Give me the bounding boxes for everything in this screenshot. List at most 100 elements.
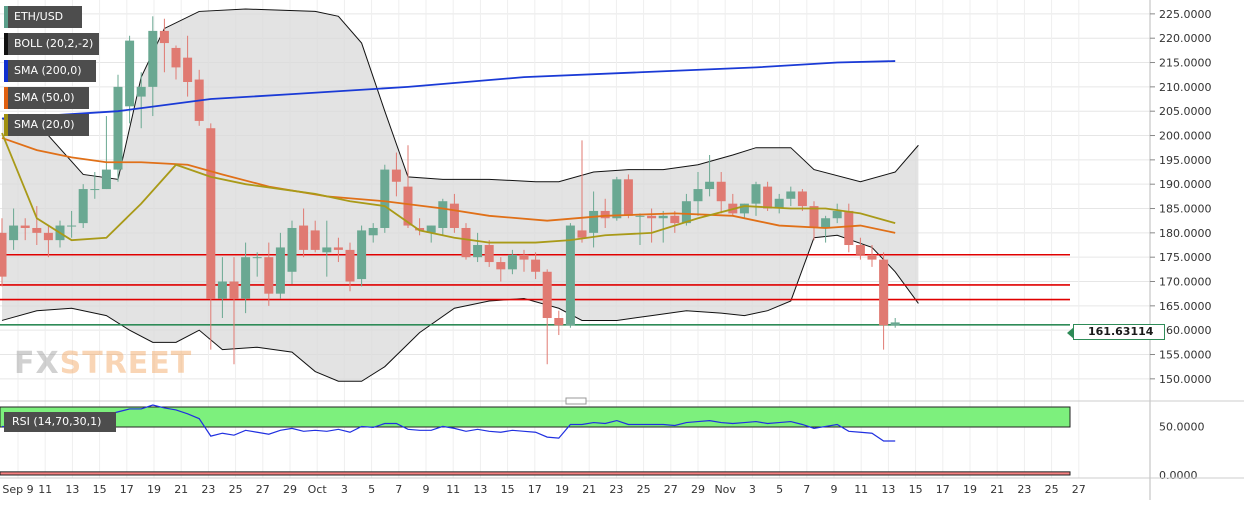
date-tick-label: 13 [881, 483, 895, 496]
candle-body [171, 47, 181, 68]
legend-item-sma20[interactable]: SMA (20,0) [4, 114, 89, 136]
date-tick-label: 21 [582, 483, 596, 496]
date-tick-label: 15 [909, 483, 923, 496]
legend-item-sma200[interactable]: SMA (200,0) [4, 60, 96, 82]
price-tick-label: 180.0000 [1159, 227, 1212, 240]
date-tick-label: 23 [1017, 483, 1031, 496]
candle-body [241, 257, 251, 299]
rsi-overbought-zone [0, 406, 1071, 428]
candle-body [600, 210, 610, 219]
date-tick-label: 11 [446, 483, 460, 496]
candle-body [403, 186, 413, 226]
candle-body [136, 86, 146, 97]
date-tick-label: 21 [990, 483, 1004, 496]
date-tick-label: 9 [423, 483, 430, 496]
candle-body [322, 247, 332, 253]
date-tick-label: Sep 9 [2, 483, 33, 496]
candle-body [763, 186, 773, 209]
candle-body [751, 184, 761, 204]
candle-body [612, 179, 622, 219]
candle-body [647, 215, 657, 219]
date-tick-label: 17 [528, 483, 542, 496]
date-tick-label: 27 [664, 483, 678, 496]
date-tick-label: 21 [174, 483, 188, 496]
candle-body [449, 203, 459, 228]
price-tick-label: 220.0000 [1159, 32, 1212, 45]
candle-body [786, 191, 796, 199]
legend-item-boll[interactable]: BOLL (20,2,-2) [4, 33, 99, 55]
candle-body [252, 257, 262, 259]
date-tick-label: 7 [395, 483, 402, 496]
price-tick-label: 150.0000 [1159, 373, 1212, 386]
price-tick-label: 175.0000 [1159, 251, 1212, 264]
candle-body [380, 169, 390, 228]
date-tick-label: 5 [368, 483, 375, 496]
date-tick-label: 25 [1045, 483, 1059, 496]
price-tick-label: 160.0000 [1159, 324, 1212, 337]
candle-body [658, 215, 668, 219]
candle-body [519, 254, 529, 260]
price-tick-label: 225.0000 [1159, 8, 1212, 21]
date-tick-label: 17 [936, 483, 950, 496]
candle-body [531, 259, 541, 272]
date-tick-label: 13 [473, 483, 487, 496]
candle-body [507, 254, 517, 270]
candle-body [438, 201, 448, 228]
price-tick-label: 215.0000 [1159, 57, 1212, 70]
candle-body [832, 210, 842, 219]
candle-body [461, 227, 471, 258]
date-tick-label: 5 [776, 483, 783, 496]
candle-body [774, 198, 784, 209]
price-tick-label: 205.0000 [1159, 105, 1212, 118]
candle-body [879, 259, 889, 326]
candle-body [739, 203, 749, 214]
bollinger-lower-line [1, 234, 919, 382]
legend-item-sma50[interactable]: SMA (50,0) [4, 87, 89, 109]
candle-body [299, 225, 309, 250]
date-tick-label: 27 [1072, 483, 1086, 496]
candle-body [890, 322, 900, 326]
date-tick-label: 3 [749, 483, 756, 496]
date-tick-label: 19 [963, 483, 977, 496]
candle-body [159, 30, 169, 44]
date-tick-label: 9 [831, 483, 838, 496]
candle-body [635, 215, 645, 217]
price-tick-label: 165.0000 [1159, 300, 1212, 313]
legend-item-ethusd[interactable]: ETH/USD [4, 6, 82, 28]
candle-body [368, 227, 378, 236]
candle-body [670, 215, 680, 224]
candle-body [426, 225, 436, 233]
price-tick-label: 185.0000 [1159, 203, 1212, 216]
date-tick-label: 19 [555, 483, 569, 496]
rsi-tick-label: 0.0000 [1159, 469, 1198, 482]
date-tick-label: 7 [803, 483, 810, 496]
date-tick-label: 19 [147, 483, 161, 496]
candle-body [9, 225, 19, 241]
candle-body [206, 128, 216, 299]
candle-body [542, 271, 552, 319]
rsi-legend-label[interactable]: RSI (14,70,30,1) [4, 412, 116, 432]
last-price-tag: 161.63114 [1067, 324, 1165, 340]
candle-body [681, 201, 691, 224]
candle-body [287, 227, 297, 272]
date-tick-label: 25 [637, 483, 651, 496]
candle-body [867, 254, 877, 260]
candle-body [809, 206, 819, 228]
date-tick-label: Nov [714, 483, 736, 496]
candle-body [229, 281, 239, 299]
candle-body [183, 57, 193, 82]
candle-body [345, 249, 355, 282]
candle-body [473, 245, 483, 258]
candle-body [43, 232, 53, 241]
candle-body [78, 189, 88, 224]
candle-body [693, 189, 703, 202]
date-tick-label: 15 [501, 483, 515, 496]
candle-body [589, 210, 599, 233]
candle-body [577, 230, 587, 238]
rsi-line [1, 404, 896, 442]
date-tick-label: 23 [609, 483, 623, 496]
candle-body [855, 245, 865, 255]
candle-body [32, 227, 42, 233]
